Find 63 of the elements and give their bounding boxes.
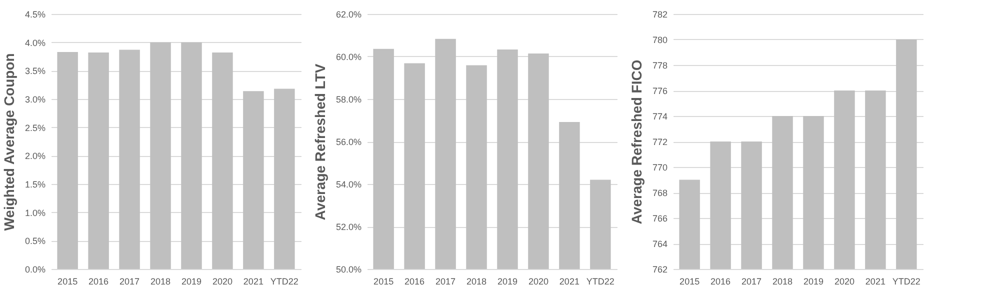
y-tick-label: 2.0% xyxy=(24,151,46,162)
y-axis-title: Average Refreshed LTV xyxy=(312,63,328,220)
y-tick-label: 60.0% xyxy=(336,52,362,62)
y-tick-label: 62.0% xyxy=(336,10,362,20)
bar xyxy=(212,52,233,269)
x-tick-label: 2019 xyxy=(803,276,824,286)
y-tick-label: 58.0% xyxy=(336,94,362,104)
x-tick-label: 2017 xyxy=(120,276,140,286)
x-tick-label: 2021 xyxy=(243,276,264,286)
y-tick-label: 54.0% xyxy=(336,180,362,190)
y-tick-label: 1.5% xyxy=(24,180,46,190)
y-tick-label: 4.0% xyxy=(24,38,46,48)
x-tick-label: YTD22 xyxy=(270,276,298,286)
bar xyxy=(88,52,109,269)
y-tick-label: 56.0% xyxy=(336,137,362,147)
bar xyxy=(150,42,171,269)
y-tick-label: 0.5% xyxy=(24,236,46,246)
x-tick-label: YTD22 xyxy=(892,276,920,286)
y-tick-label: 778 xyxy=(652,60,668,70)
y-tick-label: 780 xyxy=(652,35,668,45)
y-tick-label: 770 xyxy=(652,162,668,172)
x-tick-label: 2016 xyxy=(710,276,731,286)
bar xyxy=(274,88,295,269)
bar xyxy=(243,91,264,269)
x-tick-label: 2019 xyxy=(181,276,202,286)
x-tick-label: 2017 xyxy=(742,276,762,286)
y-tick-label: 3.0% xyxy=(24,94,46,104)
y-axis-title: Average Refreshed FICO xyxy=(628,60,644,224)
y-tick-label: 768 xyxy=(652,188,668,198)
x-tick-label: 2015 xyxy=(680,276,700,286)
y-tick-label: 52.0% xyxy=(336,222,362,232)
y-tick-label: 1.0% xyxy=(24,208,46,218)
y-tick-label: 0.0% xyxy=(24,264,46,274)
x-tick-label: 2020 xyxy=(834,276,854,286)
x-tick-label: 2020 xyxy=(212,276,232,286)
x-tick-label: 2016 xyxy=(404,276,425,286)
y-tick-label: 3.5% xyxy=(24,66,46,76)
y-tick-label: 766 xyxy=(652,214,668,224)
y-tick-label: 2.5% xyxy=(24,122,46,133)
y-tick-label: 774 xyxy=(652,112,668,122)
x-tick-label: 2015 xyxy=(58,276,78,286)
y-tick-label: 762 xyxy=(652,264,668,274)
x-tick-label: 2015 xyxy=(374,276,394,286)
x-tick-label: 2018 xyxy=(150,276,171,286)
x-tick-label: 2018 xyxy=(466,276,487,286)
x-tick-label: 2021 xyxy=(559,276,580,286)
x-tick-label: 2020 xyxy=(528,276,548,286)
y-axis-title: Weighted Average Coupon xyxy=(0,53,17,231)
y-tick-label: 782 xyxy=(652,10,668,20)
y-tick-label: 50.0% xyxy=(336,264,362,274)
x-tick-label: 2018 xyxy=(772,276,793,286)
bar xyxy=(57,52,78,269)
bar xyxy=(119,50,140,269)
y-tick-label: 764 xyxy=(652,239,668,249)
y-tick-label: 4.5% xyxy=(24,10,46,20)
y-tick-label: 776 xyxy=(652,86,668,96)
x-tick-label: 2016 xyxy=(88,276,109,286)
x-tick-label: YTD22 xyxy=(586,276,614,286)
x-tick-label: 2021 xyxy=(865,276,886,286)
x-tick-label: 2019 xyxy=(497,276,518,286)
x-tick-label: 2017 xyxy=(436,276,456,286)
bar xyxy=(181,42,202,269)
y-tick-label: 772 xyxy=(652,137,668,147)
